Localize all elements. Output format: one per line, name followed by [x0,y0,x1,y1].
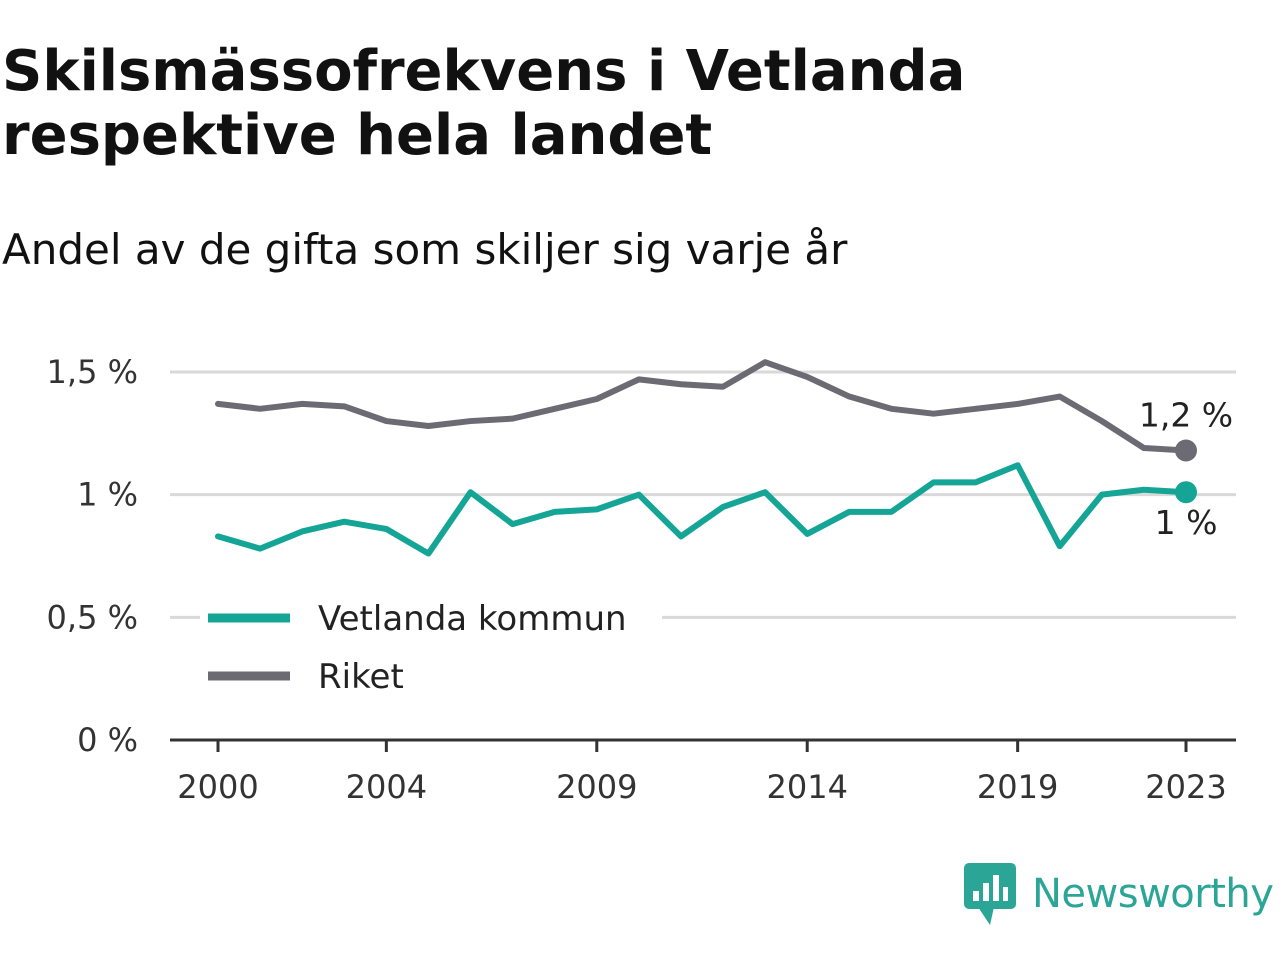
newsworthy-brand[interactable]: Newsworthy [964,862,1274,926]
legend-label-riket: Riket [318,657,404,697]
end-value-label-riket: 1,2 % [1139,396,1233,435]
x-tick-label: 2014 [766,768,847,806]
y-tick-label: 0,5 % [47,598,138,636]
x-tick-label: 2019 [977,768,1058,806]
series-line-riket [215,359,1189,454]
axes: 0 % 0,5 % 1 % 1,5 % 2000 2004 2009 2014 2019 2023 [47,353,1236,806]
y-tick-label: 1,5 % [47,353,138,391]
x-tick-label: 2000 [177,768,258,806]
series-lines [215,359,1197,557]
x-tick-label: 2023 [1145,768,1226,806]
series-line-vetlanda [215,462,1189,557]
data-point-vetlanda [1175,481,1197,504]
chart-title: Skilsmässofrekvens i Vetlanda respektive… [2,39,966,168]
legend-label-vetlanda: Vetlanda kommun [318,599,627,639]
y-tick-label: 1 % [77,476,138,514]
data-point-riket [1175,439,1197,462]
end-labels: 1 % 1,2 % [1139,396,1233,543]
end-value-label-vetlanda: 1 % [1155,503,1218,542]
x-tick-label: 2004 [346,768,427,806]
brand-name: Newsworthy [1032,871,1274,917]
chart-subtitle: Andel av de gifta som skiljer sig varje … [2,225,848,274]
legend: Vetlanda kommun Riket [200,592,662,712]
newsworthy-logo-icon [964,863,1016,925]
legend-background [200,592,662,712]
x-tick-label: 2009 [556,768,637,806]
y-tick-label: 0 % [77,721,138,759]
